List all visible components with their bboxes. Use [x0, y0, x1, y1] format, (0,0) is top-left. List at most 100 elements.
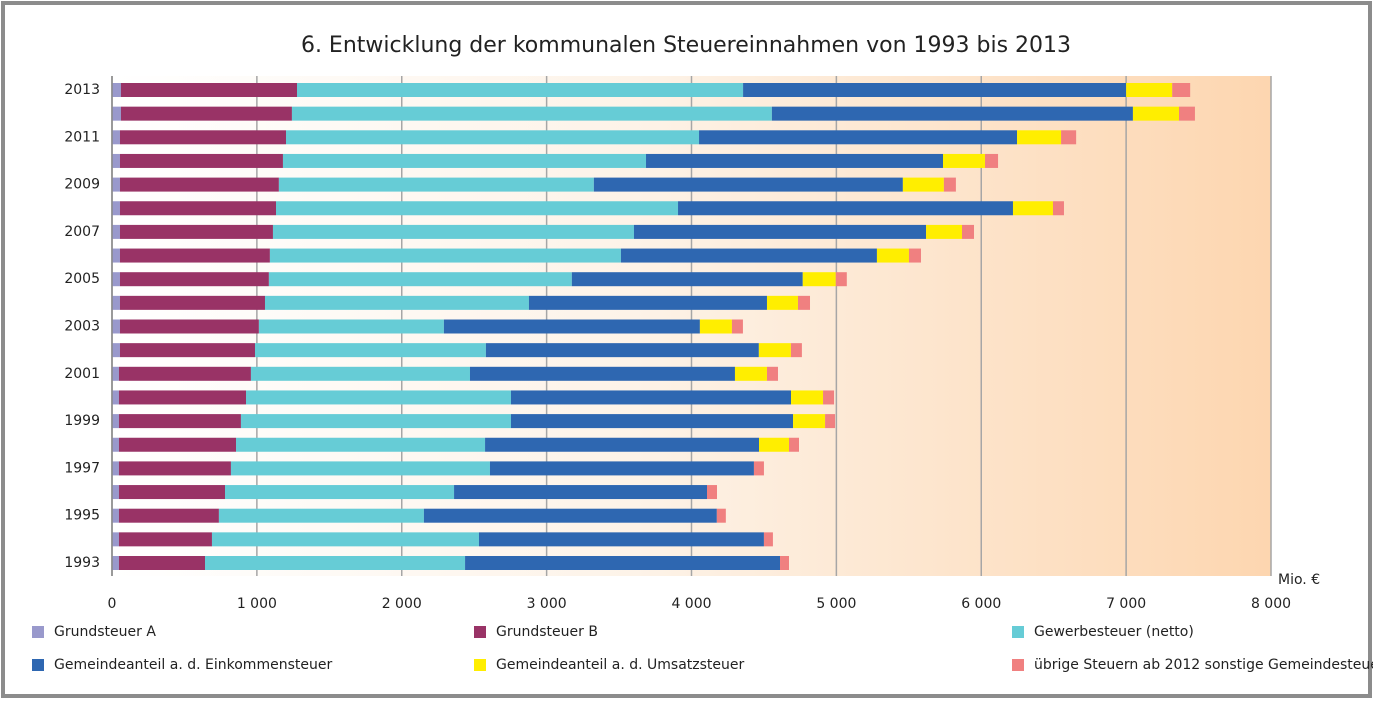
bar-segment	[112, 414, 119, 429]
bar-segment	[759, 437, 790, 452]
bar-segment	[211, 532, 479, 547]
y-tick-label: 2007	[64, 224, 100, 240]
bar-segment	[763, 532, 773, 547]
bar-segment	[758, 343, 791, 358]
bar-segment	[112, 153, 120, 168]
bar-segment	[835, 272, 847, 287]
bar-segment	[791, 390, 824, 405]
y-tick-label: 1995	[64, 508, 100, 524]
bar-segment	[766, 366, 778, 381]
bar-segment	[646, 153, 944, 168]
bar-segment	[1179, 106, 1195, 121]
bar-segment	[285, 130, 700, 145]
x-tick-label: 3 000	[527, 596, 567, 612]
bar-segment	[771, 106, 1133, 121]
bar-segment	[278, 177, 594, 192]
bar-segment	[780, 556, 790, 570]
y-tick-label: 2009	[64, 177, 100, 193]
legend-label: Grundsteuer A	[54, 624, 156, 640]
legend-swatch	[32, 659, 44, 671]
bar-segment	[961, 224, 975, 239]
bar-segment	[766, 295, 798, 310]
bar-segment	[218, 508, 424, 523]
bar-segment	[225, 485, 455, 500]
bar-segment	[485, 343, 759, 358]
bar-segment	[876, 248, 909, 263]
bar-segment	[908, 248, 921, 263]
bar-segment	[297, 83, 744, 97]
legend-swatch	[1012, 659, 1024, 671]
bar-segment	[118, 390, 247, 405]
bar-segment	[699, 130, 1018, 145]
bar-segment	[275, 201, 679, 216]
bar-segment	[240, 414, 511, 429]
bar-segment	[489, 461, 754, 476]
bar-segment	[268, 272, 572, 287]
bar-segment	[269, 248, 621, 263]
bar-segment	[1172, 83, 1191, 97]
bar-segment	[528, 295, 767, 310]
bar-segment	[112, 272, 120, 287]
y-tick-label: 2005	[64, 271, 100, 287]
bar-segment	[823, 390, 835, 405]
chart-title: 6. Entwicklung der kommunalen Steuereinn…	[301, 33, 1071, 58]
bar-segment	[119, 295, 265, 310]
legend-swatch	[1012, 626, 1024, 638]
bar-segment	[510, 390, 792, 405]
bar-segment	[118, 437, 237, 452]
x-tick-label: 2 000	[382, 596, 422, 612]
bar-segment	[119, 153, 283, 168]
bar-segment	[112, 201, 120, 216]
bar-segment	[1052, 201, 1064, 216]
bar-segment	[734, 366, 767, 381]
x-tick-label: 8 000	[1251, 596, 1291, 612]
bar-segment	[272, 224, 634, 239]
bar-segment	[469, 366, 735, 381]
bar-segment	[112, 366, 119, 381]
bar-segment	[985, 153, 999, 168]
bar-segment	[112, 83, 121, 97]
y-tick-label: 2003	[64, 319, 100, 335]
x-tick-label: 0	[108, 596, 117, 612]
y-tick-label: 1999	[64, 413, 100, 429]
bar-segment	[119, 177, 279, 192]
x-tick-label: 6 000	[961, 596, 1001, 612]
x-tick-label: 1 000	[237, 596, 277, 612]
bar-segment	[120, 83, 298, 97]
bar-segment	[118, 485, 226, 500]
bar-segment	[793, 414, 826, 429]
bar-segment	[291, 106, 772, 121]
bar-segment	[250, 366, 470, 381]
bar-segment	[118, 556, 206, 570]
x-tick-label: 5 000	[816, 596, 856, 612]
legend-label: Grundsteuer B	[496, 624, 598, 640]
legend-label: übrige Steuern ab 2012 sonstige Gemeinde…	[1034, 657, 1373, 673]
bar-segment	[1132, 106, 1180, 121]
bar-segment	[236, 437, 486, 452]
bar-segment	[112, 130, 120, 145]
bar-segment	[797, 295, 811, 310]
bar-segment	[205, 556, 466, 570]
y-tick-label: 1997	[64, 460, 100, 476]
bar-segment	[120, 106, 292, 121]
bar-segment	[633, 224, 927, 239]
bar-segment	[112, 224, 120, 239]
bar-segment	[743, 83, 1127, 97]
bar-segment	[118, 508, 219, 523]
bar-segment	[119, 201, 276, 216]
bar-segment	[571, 272, 803, 287]
bar-segment	[1017, 130, 1062, 145]
bar-segment	[943, 153, 986, 168]
bar-segment	[112, 248, 120, 263]
bar-segment	[264, 295, 529, 310]
bar-segment	[112, 106, 121, 121]
bar-segment	[926, 224, 962, 239]
bar-segment	[112, 343, 120, 358]
legend-label: Gemeindeanteil a. d. Einkommensteuer	[54, 657, 332, 673]
bar-segment	[593, 177, 903, 192]
bar-segment	[825, 414, 836, 429]
y-tick-label: 1993	[64, 555, 100, 571]
bar-segment	[119, 224, 273, 239]
bar-segment	[118, 366, 251, 381]
